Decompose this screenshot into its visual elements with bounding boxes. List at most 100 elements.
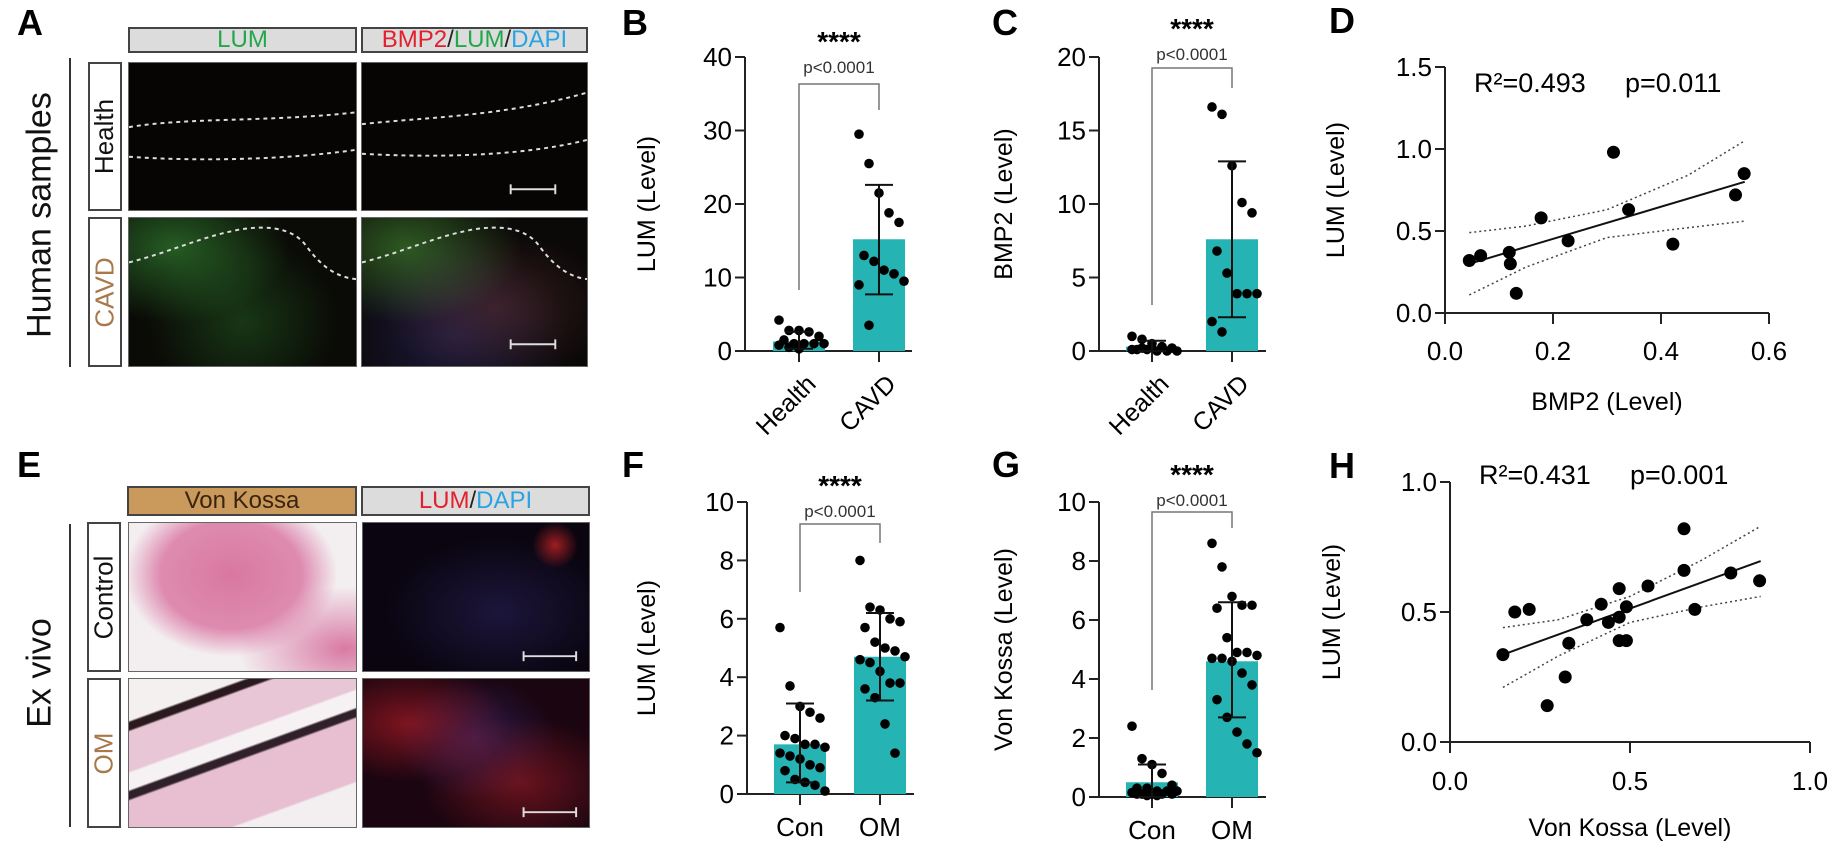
significance-stars: **** <box>1170 13 1214 44</box>
data-point <box>1152 790 1162 801</box>
x-tick-label: 0.0 <box>1427 336 1463 366</box>
p-value-label: p=0.001 <box>1630 460 1728 490</box>
row-label-control: Control <box>87 522 121 672</box>
data-point <box>1252 288 1262 299</box>
data-point <box>780 730 790 741</box>
data-point <box>860 684 870 694</box>
data-point <box>1137 334 1147 345</box>
scale-bar <box>509 184 557 195</box>
data-point <box>819 338 829 349</box>
data-point <box>1207 538 1217 549</box>
data-point <box>1212 246 1222 256</box>
data-point <box>1127 344 1137 355</box>
data-point <box>865 657 875 668</box>
y-tick-label: 10 <box>1057 487 1086 517</box>
header-part: DAPI <box>511 26 568 53</box>
data-point <box>865 602 875 612</box>
data-point <box>890 646 900 656</box>
y-tick-label: 30 <box>703 116 732 146</box>
data-point <box>805 760 815 770</box>
column-header-merge: BMP2/LUM / DAPI <box>361 27 588 53</box>
data-point <box>785 681 795 691</box>
panel-letter-c: C <box>992 2 1018 43</box>
significance-stars: **** <box>1170 459 1214 490</box>
data-point <box>1232 288 1242 299</box>
data-point <box>1237 668 1247 678</box>
data-point <box>1217 327 1227 337</box>
micrograph-health-lum <box>128 62 357 211</box>
data-point <box>1247 208 1257 218</box>
data-point <box>1127 721 1137 731</box>
data-point <box>880 719 890 729</box>
data-point <box>864 320 874 331</box>
x-tick-label: Con <box>1128 815 1176 845</box>
data-point <box>805 707 815 718</box>
y-tick-label: 40 <box>703 42 732 72</box>
data-point <box>1137 753 1147 764</box>
y-tick-label: 2 <box>1072 723 1086 753</box>
data-point <box>1167 789 1177 799</box>
header-part: DAPI <box>476 487 533 514</box>
data-point <box>1508 605 1522 619</box>
data-point <box>1212 603 1222 613</box>
y-axis-label: LUM (Level) <box>633 580 661 716</box>
data-point <box>880 643 890 653</box>
micrograph-om-lum-dapi <box>362 678 590 828</box>
data-point <box>1729 188 1743 202</box>
data-point <box>889 269 899 279</box>
confidence-band-upper <box>1469 140 1746 234</box>
data-point <box>815 762 825 773</box>
y-tick-label: 10 <box>703 263 732 293</box>
data-point <box>775 748 785 758</box>
data-point <box>900 651 910 662</box>
data-point <box>1252 747 1262 758</box>
x-tick-label: Con <box>776 812 824 842</box>
p-value-label: p=0.011 <box>1625 68 1721 98</box>
data-point <box>1212 694 1222 705</box>
row-label-om: OM <box>87 678 121 828</box>
confidence-band-upper <box>1502 525 1762 629</box>
data-point <box>1619 600 1633 614</box>
data-point <box>1737 167 1751 181</box>
data-point <box>1622 203 1636 217</box>
data-point <box>1558 670 1572 684</box>
data-point <box>1127 331 1137 342</box>
significance-bracket <box>798 83 880 290</box>
micrograph-om-von-kossa <box>128 678 357 828</box>
data-point <box>869 256 879 267</box>
scale-bar <box>509 339 557 350</box>
data-point <box>774 315 784 325</box>
data-point <box>895 678 905 688</box>
data-point <box>1612 610 1626 624</box>
data-point <box>1217 653 1227 664</box>
divider <box>69 524 71 827</box>
column-header-von-kossa: Von Kossa <box>127 486 357 516</box>
data-point <box>1677 563 1691 577</box>
panel-letter-h: H <box>1329 445 1355 486</box>
data-point <box>1242 647 1252 658</box>
y-tick-label: 6 <box>720 604 734 634</box>
data-point <box>784 325 794 336</box>
x-tick-label: Health <box>751 370 822 441</box>
y-tick-label: 0 <box>1072 336 1086 366</box>
header-part: BMP2 <box>381 26 448 53</box>
y-tick-label: 8 <box>1072 546 1086 576</box>
data-point <box>780 765 790 776</box>
data-point <box>879 265 889 275</box>
confidence-band-lower <box>1502 595 1761 689</box>
data-point <box>1606 145 1620 159</box>
data-point <box>1619 634 1633 648</box>
data-point <box>1534 211 1548 225</box>
x-tick-label: 0.0 <box>1432 766 1468 796</box>
data-point <box>1222 268 1232 278</box>
x-tick-label: CAVD <box>834 370 902 438</box>
y-tick-label: 0.5 <box>1401 597 1437 627</box>
x-tick-label: 0.4 <box>1643 336 1679 366</box>
data-point <box>1561 234 1575 248</box>
data-point <box>1688 602 1702 616</box>
data-point <box>864 158 874 169</box>
data-point <box>1207 316 1217 327</box>
significance-bracket <box>799 523 881 592</box>
y-axis-label: LUM (Level) <box>1322 122 1350 258</box>
